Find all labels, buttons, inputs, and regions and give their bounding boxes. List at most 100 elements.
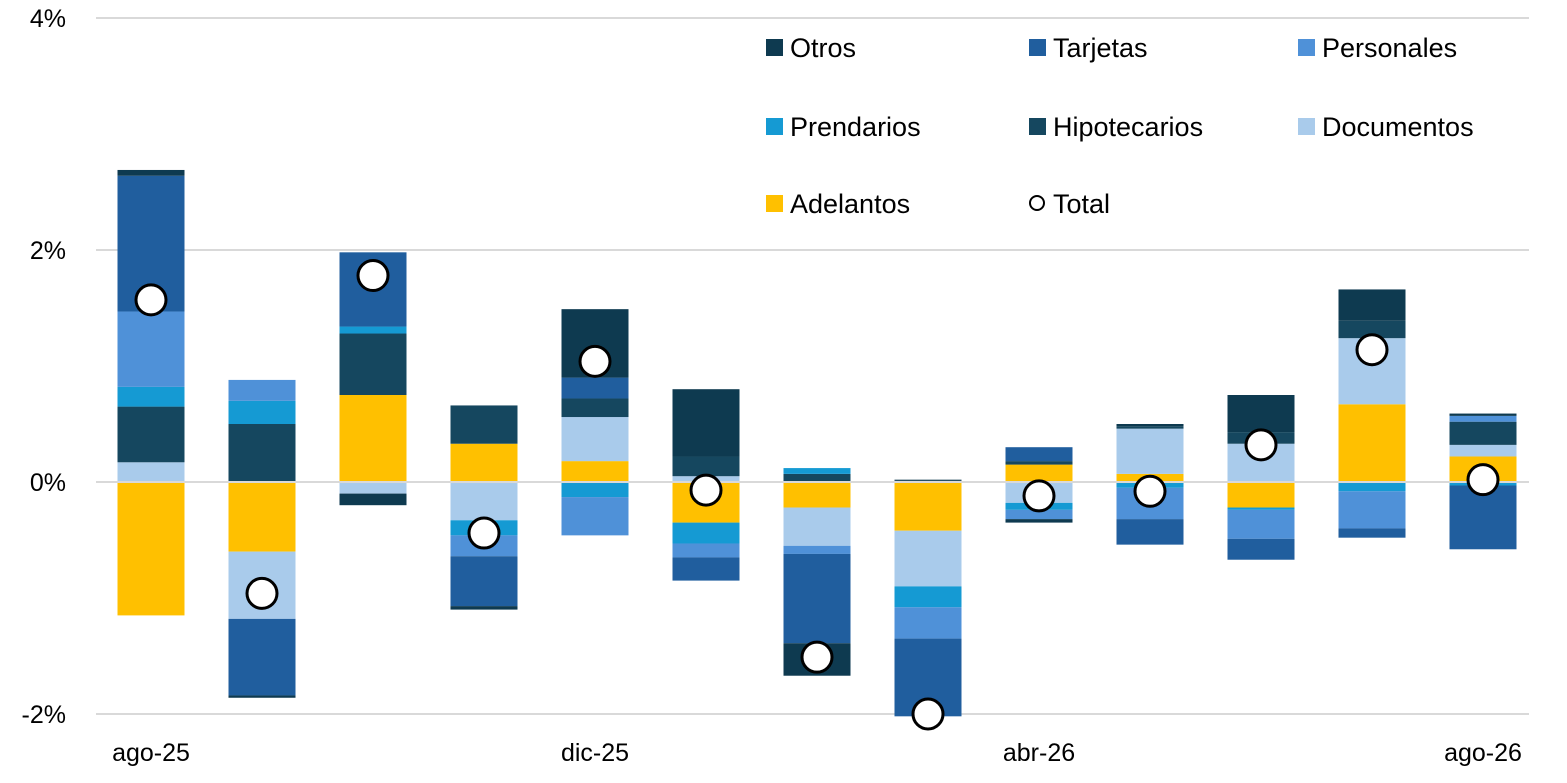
bar-segment-documentos <box>1116 428 1184 474</box>
bars <box>117 169 1517 717</box>
total-marker <box>1244 428 1278 462</box>
total-marker <box>1022 479 1056 513</box>
total-marker <box>689 473 723 507</box>
legend-swatch-adelantos <box>766 195 783 212</box>
bar-segment-adelantos <box>894 482 962 531</box>
legend-label-documentos: Documentos <box>1322 112 1474 142</box>
bar-segment-tarjetas <box>1005 447 1073 462</box>
bar-segment-hipotecarios <box>783 473 851 482</box>
bar-segment-hipotecarios <box>1449 421 1517 445</box>
bar-segment-otros <box>117 169 185 176</box>
total-marker <box>578 344 612 378</box>
legend-swatch-tarjetas <box>1029 39 1046 56</box>
legend: Otros Tarjetas Personales Prendarios Hipotec… <box>766 33 1474 219</box>
bar-segment-personales <box>783 545 851 554</box>
bar-segment-otros <box>1338 289 1406 321</box>
legend-label-adelantos: Adelantos <box>790 189 910 219</box>
bar-segment-hipotecarios <box>1005 461 1073 465</box>
legend-swatch-prendarios <box>766 118 783 135</box>
bar-segment-adelantos <box>561 461 629 482</box>
x-tick-label: dic-25 <box>561 739 629 767</box>
bar-segment-adelantos <box>1338 404 1406 482</box>
bar-segment-otros <box>894 479 962 481</box>
total-marker <box>1355 333 1389 367</box>
bar-segment-tarjetas <box>561 377 629 399</box>
bar-segment-documentos <box>450 482 518 521</box>
bar-segment-prendarios <box>228 400 296 424</box>
y-axis-ticks: 4% 2% 0% -2% <box>22 5 66 729</box>
bar-segment-personales <box>1449 415 1517 422</box>
legend-label-total: Total <box>1053 189 1110 219</box>
bar-segment-personales <box>1338 491 1406 529</box>
bar-segment-hipotecarios <box>1116 426 1184 429</box>
bar-segment-documentos <box>1449 444 1517 457</box>
bar-segment-tarjetas <box>783 553 851 644</box>
total-markers <box>134 259 1500 731</box>
bar-segment-prendarios <box>339 326 407 334</box>
bar-segment-documentos <box>117 462 185 482</box>
total-marker <box>467 516 501 550</box>
bar-segment-adelantos <box>339 395 407 482</box>
bar-segment-adelantos <box>117 482 185 616</box>
bar-segment-prendarios <box>1227 507 1295 510</box>
bar-segment-personales <box>228 379 296 401</box>
legend-label-personales: Personales <box>1322 33 1457 63</box>
total-marker <box>1133 474 1167 508</box>
gridlines <box>96 17 1529 715</box>
bar-segment-hipotecarios <box>561 398 629 418</box>
legend-label-prendarios: Prendarios <box>790 112 921 142</box>
bar-segment-prendarios <box>561 482 629 498</box>
bar-segment-personales <box>117 311 185 387</box>
bar-segment-hipotecarios <box>672 456 740 477</box>
bar-segment-tarjetas <box>1227 538 1295 560</box>
bar-segment-prendarios <box>1338 482 1406 492</box>
bar-segment-tarjetas <box>228 618 296 696</box>
total-marker <box>800 640 834 674</box>
bar-segment-prendarios <box>783 468 851 474</box>
bar-segment-tarjetas <box>450 556 518 607</box>
bar-segment-documentos <box>894 530 962 587</box>
bar-segment-adelantos <box>450 443 518 482</box>
bar-segment-otros <box>1227 395 1295 433</box>
bar-segment-adelantos <box>783 482 851 508</box>
bar-segment-personales <box>561 497 629 536</box>
total-marker <box>134 283 168 317</box>
bar-segment-otros <box>672 389 740 457</box>
bar-segment-adelantos <box>1005 464 1073 482</box>
bar-segment-hipotecarios <box>450 405 518 444</box>
bar-segment-otros <box>450 606 518 610</box>
bar-segment-hipotecarios <box>1338 320 1406 339</box>
bar-segment-prendarios <box>672 522 740 544</box>
bar-segment-personales <box>1227 509 1295 539</box>
bar-segment-otros <box>339 493 407 506</box>
bar-segment-personales <box>894 607 962 639</box>
x-axis-ticks: ago-25 dic-25 abr-26 ago-26 <box>112 739 1522 767</box>
x-tick-label: ago-26 <box>1444 739 1522 767</box>
legend-marker-total <box>1029 195 1045 211</box>
total-marker <box>1466 463 1500 497</box>
bar-segment-documentos <box>561 417 629 462</box>
bar-segment-personales <box>1005 509 1073 520</box>
legend-label-hipotecarios: Hipotecarios <box>1053 112 1203 142</box>
bar-segment-otros <box>1005 519 1073 523</box>
total-marker <box>245 576 279 610</box>
bar-segment-documentos <box>783 507 851 546</box>
x-tick-label: ago-25 <box>112 739 190 767</box>
total-marker <box>911 697 945 731</box>
bar-segment-hipotecarios <box>228 424 296 482</box>
legend-swatch-personales <box>1298 39 1315 56</box>
bar-segment-hipotecarios <box>117 406 185 463</box>
bar-segment-otros <box>1449 413 1517 416</box>
bar-segment-adelantos <box>228 482 296 552</box>
x-tick-label: abr-26 <box>1003 739 1075 767</box>
bar-segment-adelantos <box>1227 482 1295 508</box>
y-tick-label: 0% <box>30 469 66 497</box>
bar-segment-documentos <box>339 482 407 494</box>
legend-swatch-hipotecarios <box>1029 118 1046 135</box>
total-marker <box>356 259 390 293</box>
y-tick-label: 4% <box>30 5 66 33</box>
bar-segment-hipotecarios <box>339 333 407 395</box>
bar-segment-prendarios <box>894 586 962 608</box>
bar-segment-personales <box>672 543 740 558</box>
